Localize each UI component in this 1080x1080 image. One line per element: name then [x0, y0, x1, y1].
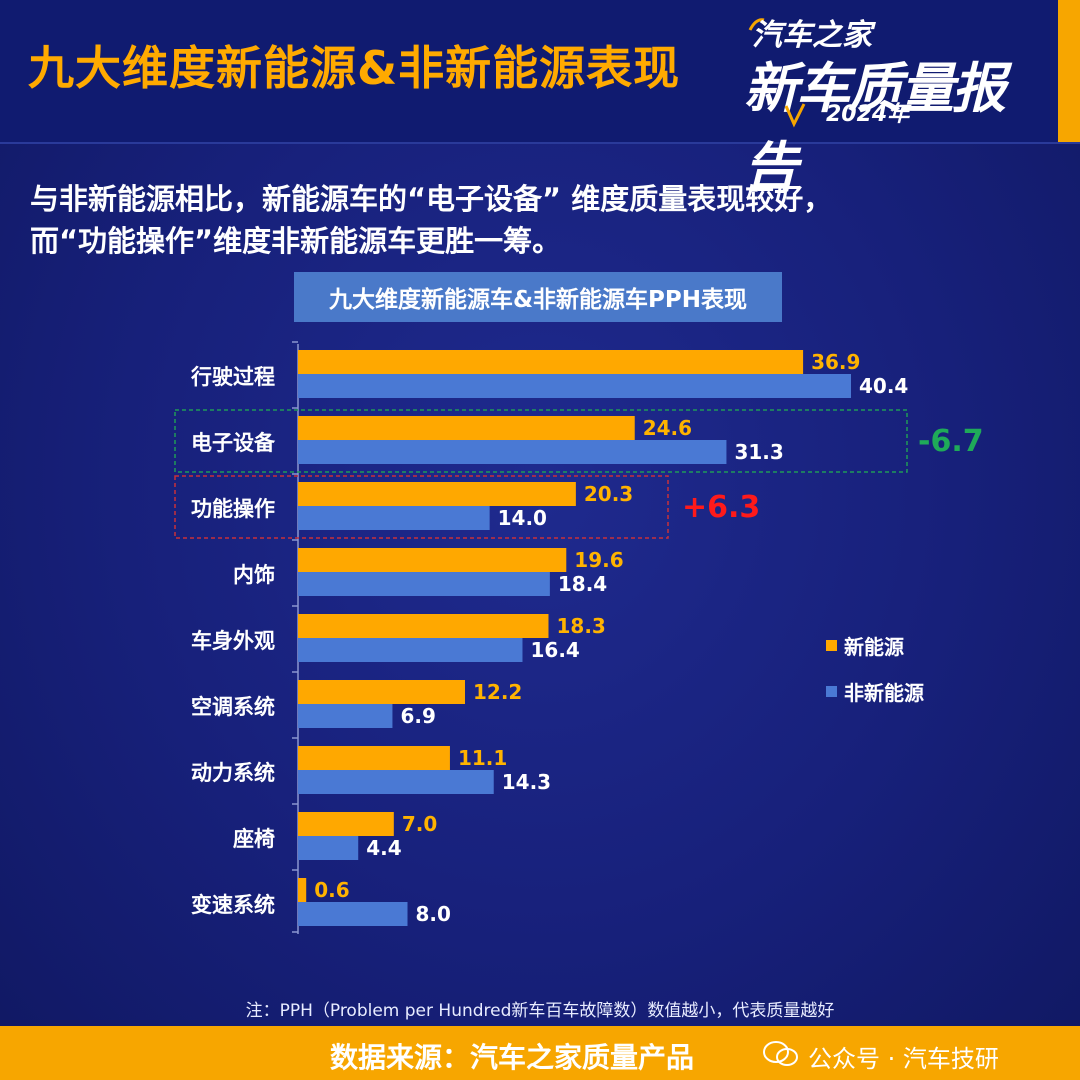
- footnote: 注：PPH（Problem per Hundred新车百车故障数）数值越小，代表…: [245, 1001, 835, 1021]
- page-title: 九大维度新能源&非新能源表现: [28, 41, 681, 95]
- category-label: 动力系统: [191, 761, 275, 785]
- brand-line1: 汽车之家: [752, 18, 872, 53]
- data-label: 6.9: [400, 704, 435, 728]
- data-label: 4.4: [366, 836, 401, 860]
- category-label: 功能操作: [191, 497, 275, 521]
- category-label: 空调系统: [191, 695, 275, 719]
- data-label: 19.6: [574, 548, 623, 572]
- highlight-box: [174, 475, 669, 539]
- data-label: 0.6: [314, 878, 349, 902]
- bar-non-new-energy: [298, 902, 408, 926]
- difference-annotation: -6.7: [918, 424, 984, 459]
- data-label: 14.3: [502, 770, 551, 794]
- footer: 数据来源：汽车之家质量产品 公众号 · 汽车技研: [0, 1026, 1080, 1080]
- data-label: 14.0: [498, 506, 547, 530]
- header: 九大维度新能源&非新能源表现 汽车之家 新车质量报告 2024年: [0, 0, 1080, 199]
- chart-title: 九大维度新能源车&非新能源车PPH表现: [294, 272, 782, 322]
- data-label: 8.0: [416, 902, 451, 926]
- bar-new-energy: [298, 350, 804, 374]
- category-label: 内饰: [233, 563, 275, 587]
- subtitle: 与非新能源相比，新能源车的“电子设备” 维度质量表现较好， 而“功能操作”维度非…: [30, 178, 832, 262]
- bar-new-energy: [298, 746, 450, 770]
- bar-new-energy: [298, 548, 567, 572]
- bar-non-new-energy: [298, 770, 494, 794]
- bar-non-new-energy: [298, 506, 490, 530]
- data-label: 18.3: [556, 614, 605, 638]
- bar-new-energy: [298, 878, 307, 902]
- data-label: 36.9: [811, 350, 860, 374]
- data-label: 20.3: [584, 482, 633, 506]
- category-label: 电子设备: [191, 431, 276, 455]
- wechat-icon: [763, 1041, 798, 1066]
- legend-label: 非新能源: [844, 681, 924, 705]
- category-label: 座椅: [233, 827, 275, 851]
- brand-year: 2024年: [826, 102, 910, 127]
- subtitle-line2: 而“功能操作”维度非新能源车更胜一筹。: [30, 224, 562, 258]
- data-source: 数据来源：汽车之家质量产品: [330, 1041, 695, 1074]
- data-label: 24.6: [643, 416, 692, 440]
- data-label: 12.2: [473, 680, 522, 704]
- bar-non-new-energy: [298, 638, 523, 662]
- data-label: 40.4: [859, 374, 908, 398]
- subtitle-line1: 与非新能源相比，新能源车的“电子设备” 维度质量表现较好，: [30, 182, 833, 216]
- data-label: 18.4: [558, 572, 607, 596]
- swoosh-icon: [748, 18, 765, 31]
- bar-non-new-energy: [298, 704, 393, 728]
- bar-new-energy: [298, 482, 576, 506]
- data-label: 11.1: [458, 746, 507, 770]
- category-label: 行驶过程: [190, 365, 275, 389]
- legend-label: 新能源: [844, 635, 904, 659]
- bar-non-new-energy: [298, 572, 550, 596]
- legend-swatch: [826, 686, 837, 697]
- bar-chart: 行驶过程 36.940.4 电子设备 24.6 31.3 功能操作 20.3 14.0 内饰 19…: [174, 341, 984, 934]
- bar-non-new-energy: [298, 440, 727, 464]
- accent-strip: [1058, 0, 1080, 142]
- bar-non-new-energy: [298, 836, 359, 860]
- check-icon: [784, 103, 806, 128]
- data-label: 7.0: [402, 812, 437, 836]
- watermark: 公众号 · 汽车技研: [808, 1045, 999, 1073]
- bar-new-energy: [298, 416, 635, 440]
- category-label: 车身外观: [191, 629, 275, 653]
- bar-new-energy: [298, 614, 549, 638]
- bar-new-energy: [298, 812, 394, 836]
- highlight-box: [174, 409, 908, 473]
- bar-non-new-energy: [298, 374, 851, 398]
- bar-new-energy: [298, 680, 465, 704]
- category-label: 变速系统: [191, 893, 275, 917]
- legend-swatch: [826, 640, 837, 651]
- difference-annotation: +6.3: [682, 490, 760, 525]
- brand-logo: 汽车之家 新车质量报告 2024年: [740, 10, 1040, 199]
- data-label: 16.4: [530, 638, 579, 662]
- data-label: 31.3: [734, 440, 783, 464]
